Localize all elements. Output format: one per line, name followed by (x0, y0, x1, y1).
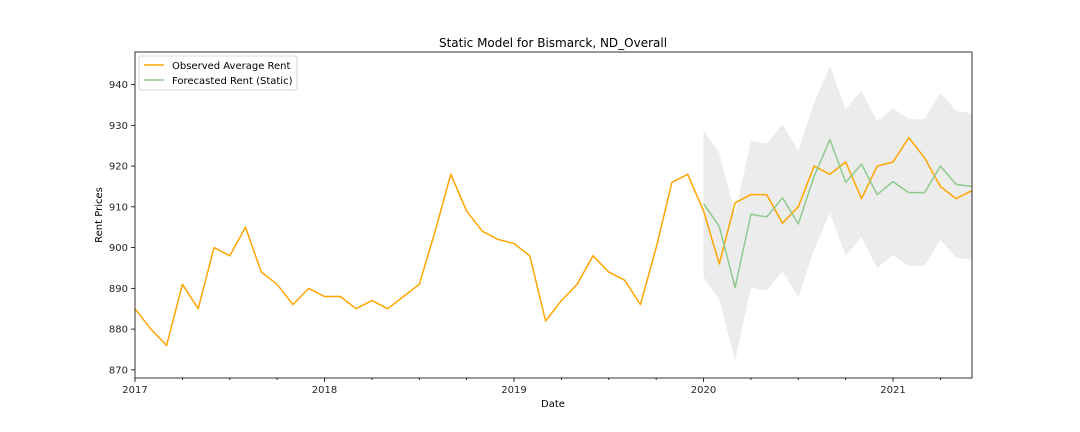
plot-frame (134, 51, 973, 379)
series-line-forecast (702, 138, 973, 289)
x-axis: 2017 2018 2019 2020 2021 (122, 378, 941, 396)
y-tick-label: 930 (109, 121, 128, 132)
series-line-observed (134, 136, 973, 347)
x-tick-label: 2021 (880, 385, 905, 396)
plot-area (134, 66, 973, 361)
legend-label-forecast: Forecasted Rent (Static) (172, 76, 293, 87)
x-tick-label: 2020 (691, 385, 716, 396)
x-tick-label: 2018 (312, 385, 337, 396)
y-tick-label: 940 (109, 80, 128, 91)
legend-label-observed: Observed Average Rent (172, 61, 291, 72)
y-tick-label: 870 (109, 365, 128, 376)
y-tick-label: 900 (109, 243, 128, 254)
x-tick-label: 2017 (122, 385, 147, 396)
chart-title: Static Model for Bismarck, ND_Overall (439, 36, 667, 50)
legend-box (138, 55, 298, 91)
x-tick-label: 2019 (501, 385, 526, 396)
forecast-confidence-band (703, 66, 972, 361)
y-tick-label: 910 (109, 202, 128, 213)
x-axis-label: Date (541, 399, 565, 410)
y-tick-label: 880 (109, 325, 128, 336)
y-axis-label: Rent Prices (94, 187, 105, 243)
y-axis: 870 880 890 900 910 920 930 940 (109, 80, 135, 376)
y-tick-label: 890 (109, 284, 128, 295)
legend: Observed Average Rent Forecasted Rent (S… (138, 55, 298, 91)
y-tick-label: 920 (109, 162, 128, 173)
